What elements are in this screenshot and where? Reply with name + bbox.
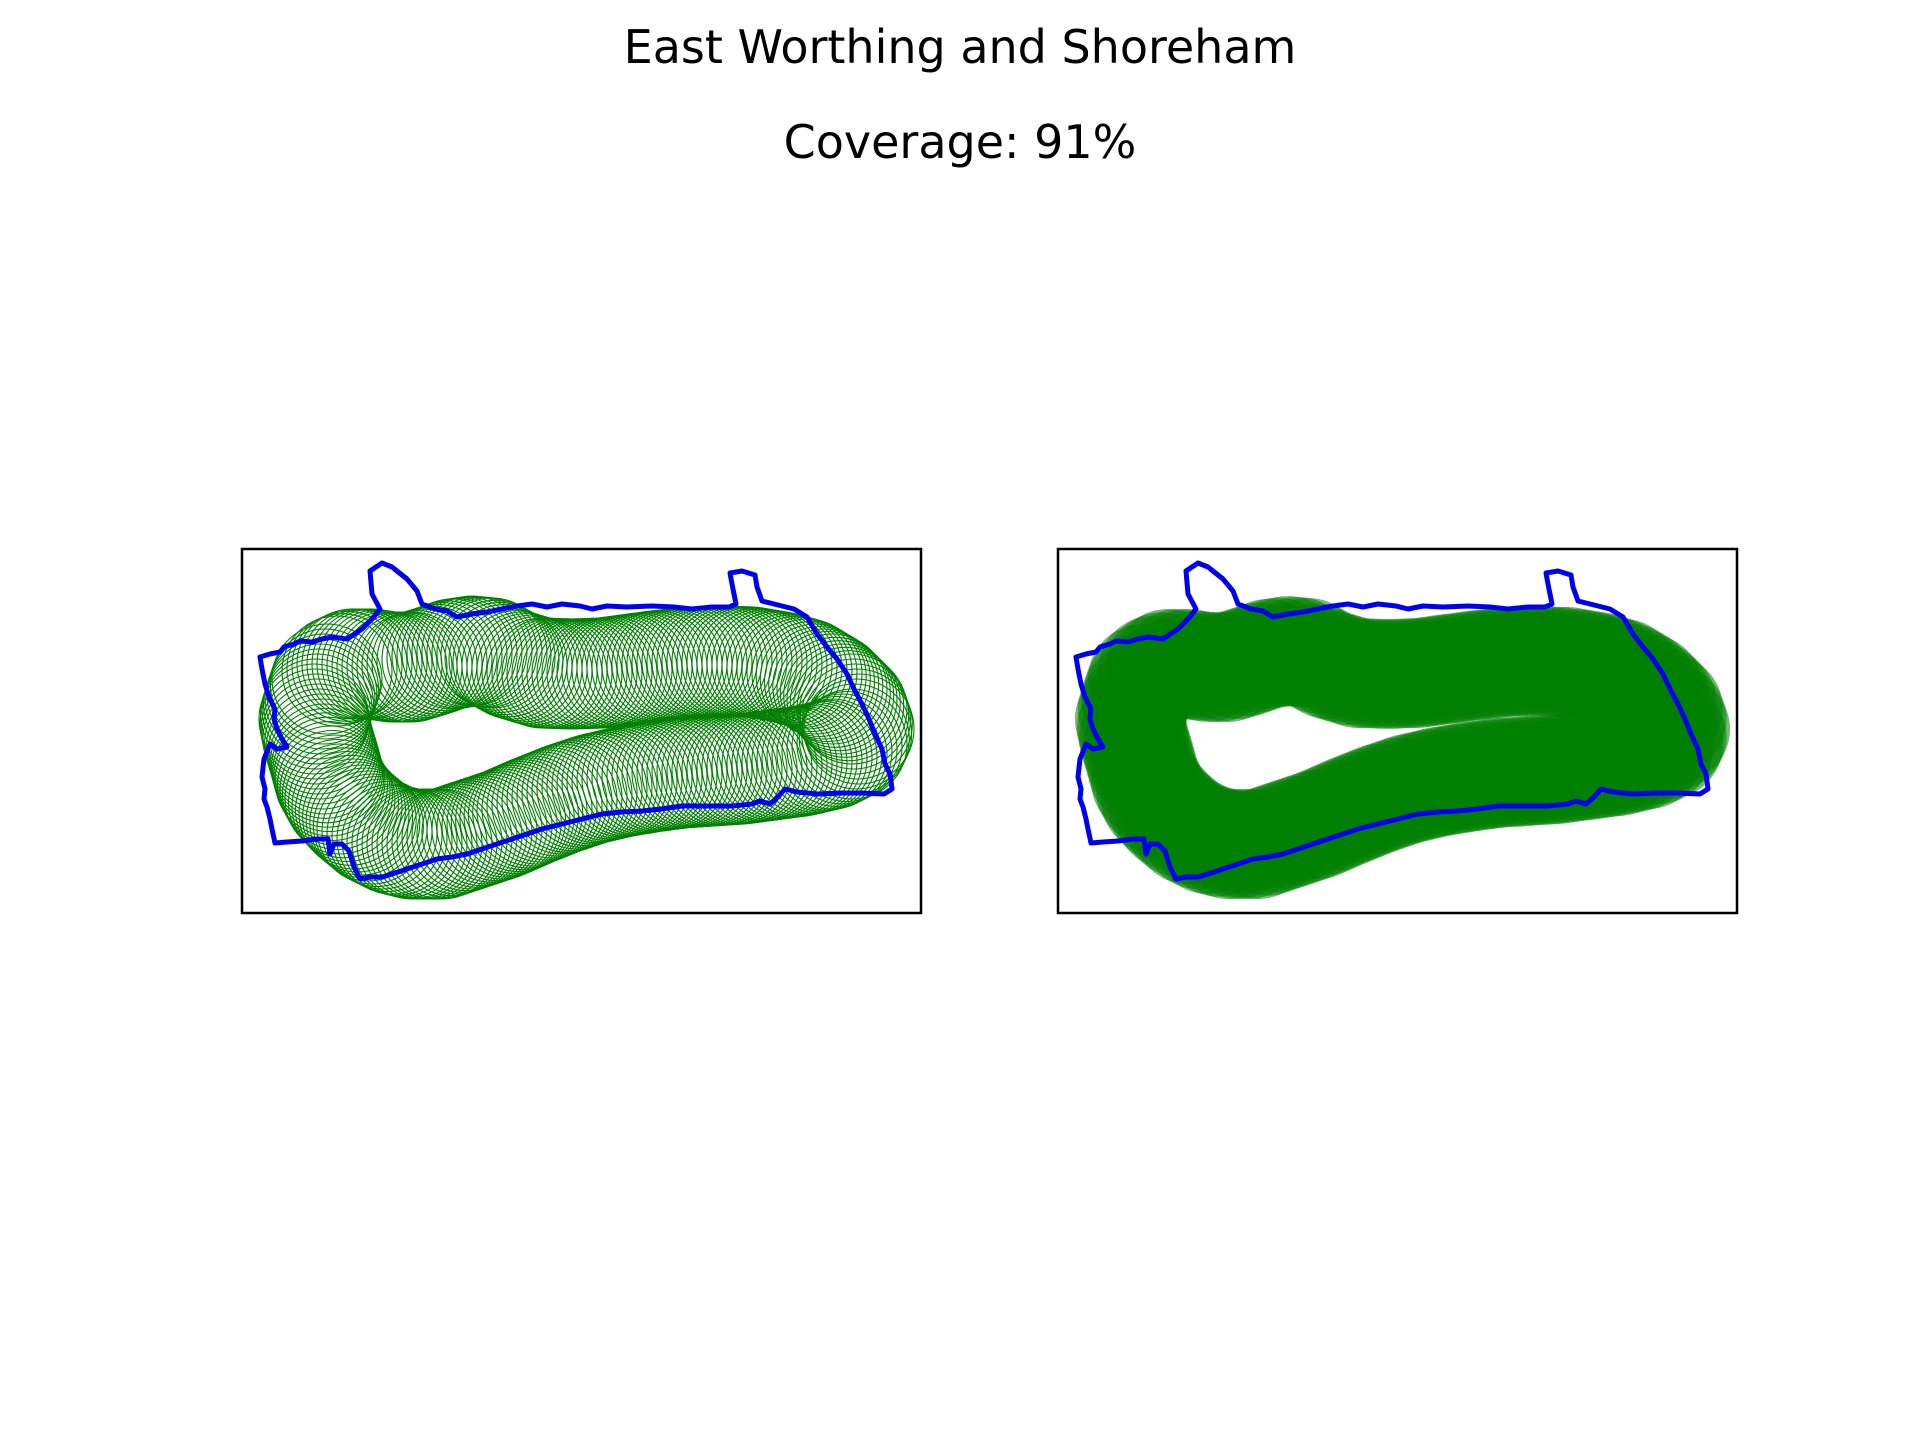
coverage-ring [396, 598, 508, 710]
coverage-ring [481, 753, 593, 865]
coverage-circles-outline [258, 595, 915, 900]
coverage-ring [444, 601, 556, 713]
coverage-ring [294, 754, 407, 866]
coverage-ring [768, 628, 880, 740]
coverage-ring [361, 609, 473, 722]
coverage-ring [269, 628, 381, 740]
coverage-ring [264, 643, 376, 755]
coverage-ring [526, 736, 638, 848]
coverage-ring [448, 604, 560, 716]
region-boundary [1073, 560, 1711, 882]
coverage-ring [286, 613, 398, 725]
coverage-ring [776, 698, 888, 810]
map-panel-frame [1056, 547, 1739, 915]
coverage-ring [336, 783, 448, 895]
coverage-ring [796, 653, 908, 765]
coverage-ring [287, 747, 400, 859]
coverage-ring [766, 700, 878, 812]
coverage-ring [305, 764, 417, 876]
coverage-ring [386, 601, 498, 714]
coverage-ring [789, 646, 901, 758]
coverage-ring [791, 690, 903, 803]
coverage-ring [281, 615, 393, 727]
region-boundary [257, 560, 895, 882]
coverage-ring [391, 600, 503, 712]
figure-title: East Worthing and Shoreham [623, 20, 1297, 74]
map-panel-filled-coverage [1073, 560, 1730, 899]
coverage-ring [779, 636, 891, 748]
coverage-ring [366, 608, 478, 720]
coverage-ring [331, 780, 443, 893]
coverage-ring [455, 764, 567, 876]
coverage-ring [761, 701, 873, 814]
coverage-ring [776, 633, 888, 745]
coverage-ring [759, 623, 871, 735]
coverage-ring [459, 762, 571, 874]
coverage-ring [793, 650, 905, 762]
coverage-ring [260, 673, 372, 785]
coverage-area-filled [1075, 596, 1730, 899]
coverage-ring [296, 608, 408, 720]
coverage-disc [1098, 616, 1208, 726]
coverage-ring [381, 603, 493, 715]
coverage-ring [781, 695, 893, 808]
map-panel-outline-coverage [257, 560, 915, 900]
coverage-ring [312, 770, 424, 882]
coverage-ring [798, 658, 910, 770]
coverage-ring [271, 623, 383, 735]
coverage-ring [476, 755, 588, 867]
coverage-ring [472, 757, 584, 869]
coverage-ring [291, 610, 403, 722]
map-panel-frame [240, 547, 923, 915]
coverage-ring [551, 729, 663, 842]
coverage-subtitle: Coverage: 91% [783, 115, 1137, 169]
